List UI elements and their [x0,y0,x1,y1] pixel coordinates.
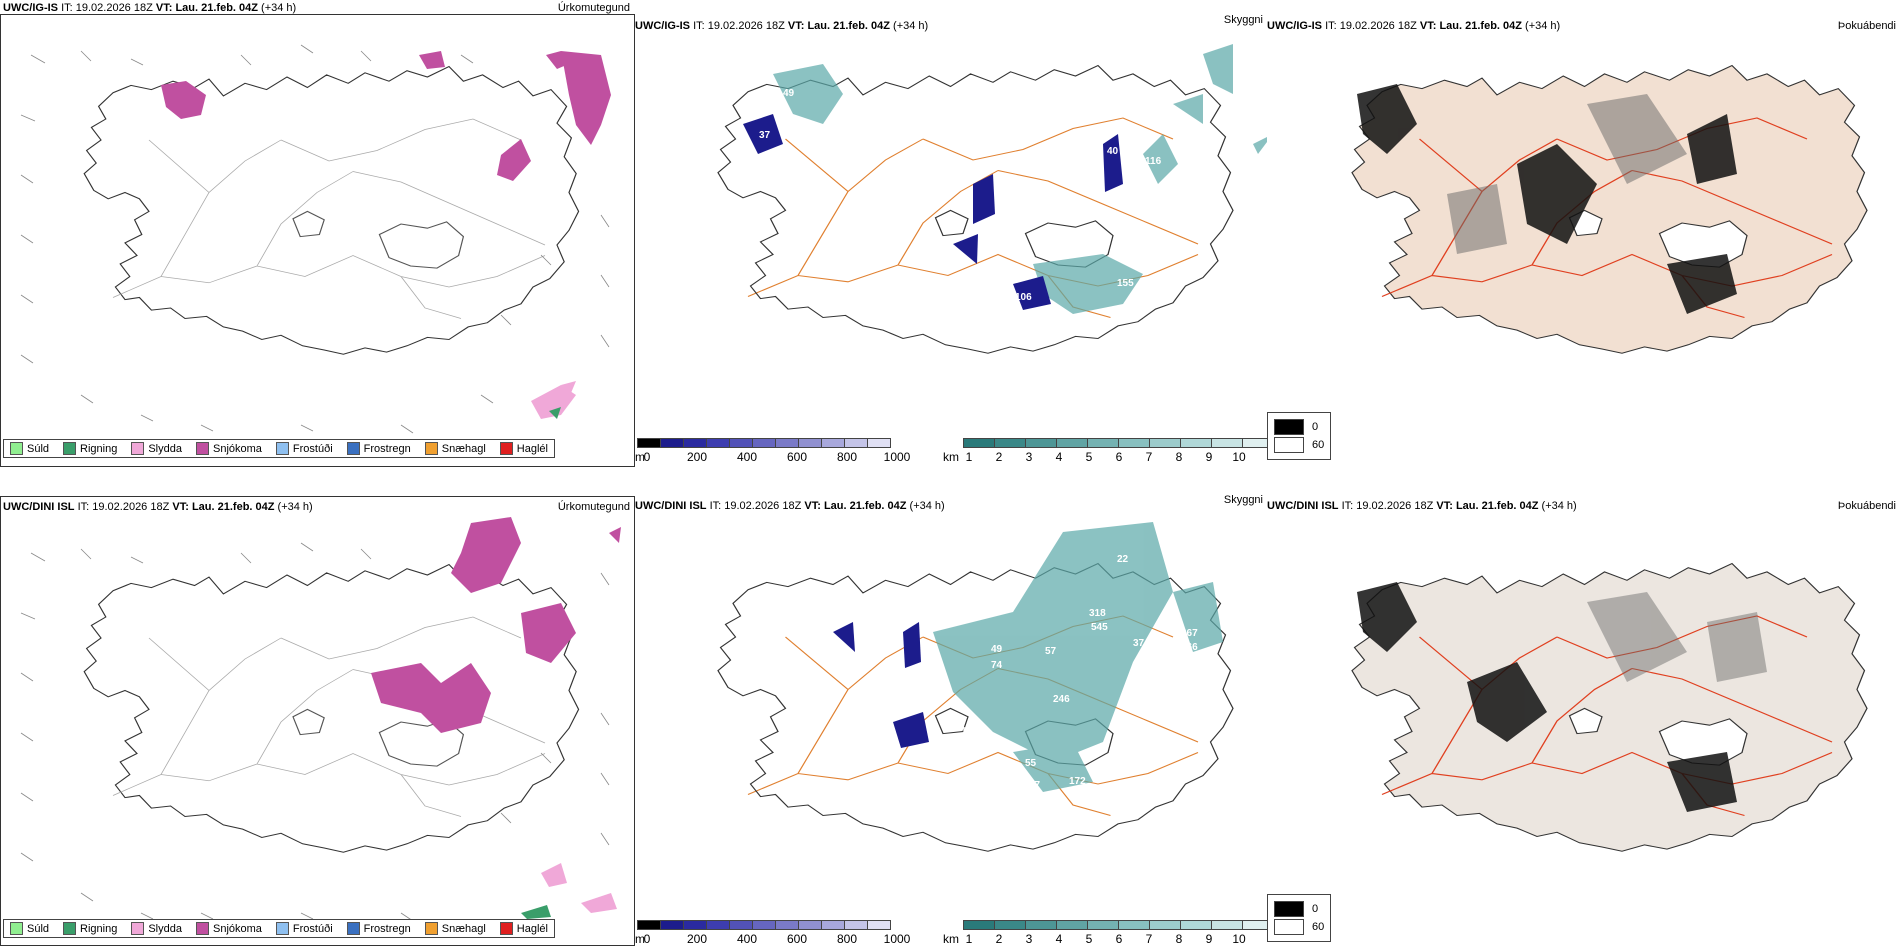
value-label: 318 [1089,608,1106,619]
ceiling-unit: m [635,932,645,946]
value-label: 18 [929,874,941,885]
value-label: 37 [1133,638,1145,649]
value-label: 49 [991,644,1003,655]
value-label: 55 [1025,758,1037,769]
precip-legend-bottom: Súld Rigning Slydda Snjókoma Frostúði Fr… [3,919,555,938]
legend-item: Haglél [499,922,548,935]
low-ceiling-areas [833,622,929,748]
value-label: 667 [1181,628,1198,639]
cloud-map-top: 49 37 40 116 106 155 18 [717,44,1267,395]
precip-map-bottom [20,517,621,922]
value-label: 22 [1117,554,1129,565]
cloud-map-bottom: 22 318 545 37 57 667 266 74 49 10 246 55… [717,522,1234,917]
legend-item: Frostúði [275,442,333,455]
visibility-colorbar-bottom [963,920,1274,930]
value-label: 37 [759,130,771,141]
value-label: 545 [1091,622,1108,633]
visibility-unit: km [943,450,959,464]
lead-time: (+34 h) [261,2,297,14]
ceiling-colorbar-bottom [637,920,891,930]
vt-label: VT: [155,2,173,14]
value-label: 10 [961,726,973,737]
legend-item: Slydda [131,922,182,935]
legend-item: Rigning [63,442,117,455]
value-label: 74 [991,660,1003,671]
vt-value: Lau. 21.feb. 04Z [175,2,258,14]
fog-panel-bottom: UWC/DINI ISL IT: 19.02.2026 18Z VT: Lau.… [1267,496,1900,944]
value-label: 57 [1045,646,1057,657]
precip-panel-top: UWC/IG-IS IT: 19.02.2026 18Z VT: Lau. 21… [0,2,635,467]
low-ceiling-areas [743,114,1123,310]
fog-legend-bottom: 0 60 [1267,894,1332,942]
it-value: 19.02.2026 18Z [75,2,153,14]
value-label: 18 [933,384,945,395]
value-label: 155 [1117,278,1134,289]
snow-areas [161,51,611,181]
fog-map-bottom [1351,562,1868,852]
fog-legend-item: 60 [1274,437,1324,453]
fog-areas [1357,582,1737,812]
visibility-unit: km [943,932,959,946]
low-visibility-areas [773,44,1267,314]
value-label: 49 [783,88,795,99]
value-label: 116 [1145,156,1162,167]
value-label: 266 [1181,642,1198,653]
ceiling-unit: m [635,450,645,464]
sleet-areas [531,381,576,419]
cloud-title: Skyggni [1223,494,1263,506]
model-name: UWC/IG-IS [3,2,58,14]
value-label: 40 [1107,146,1119,157]
cloud-panel-bottom: UWC/DINI ISL IT: 19.02.2026 18Z VT: Lau.… [633,494,1274,946]
precip-header-bottom: UWC/DINI ISL IT: 19.02.2026 18Z VT: Lau.… [3,501,630,513]
value-label: 246 [1053,694,1070,705]
legend-item: Frostúði [275,922,333,935]
low-visibility-areas [933,522,1223,792]
fog-title: Þokuábendi [1837,20,1896,32]
value-label: 57 [1029,780,1041,791]
precip-title: Úrkomutegund [557,501,630,513]
precip-legend-top: Súld Rigning Slydda Snjókoma Frostúði Fr… [3,439,555,458]
legend-item: Slydda [131,442,182,455]
legend-item: Snæhagl [424,922,486,935]
precip-title: Úrkomutegund [557,2,630,14]
wind-barbs [20,44,610,434]
cloud-header-bottom: UWC/DINI ISL IT: 19.02.2026 18Z VT: Lau.… [635,494,1263,512]
precip-panel-bottom: UWC/DINI ISL IT: 19.02.2026 18Z VT: Lau.… [0,496,635,946]
snow-areas [371,517,621,733]
value-label: 37 [1161,906,1173,917]
fog-legend-top: 0 60 [1267,412,1332,460]
cloud-panel-top: UWC/IG-IS IT: 19.02.2026 18Z VT: Lau. 21… [633,14,1274,465]
fog-legend-item: 0 [1274,901,1324,917]
value-label: 172 [1069,776,1086,787]
legend-item: Frostregn [346,442,411,455]
sleet-areas [541,863,617,913]
cloud-title: Skyggni [1223,14,1263,26]
visibility-colorbar-top [963,438,1274,448]
value-label: 106 [1015,292,1032,303]
legend-item: Súld [10,442,49,455]
legend-item: Snjókoma [195,442,262,455]
legend-item: Rigning [63,922,117,935]
fog-header-bottom: UWC/DINI ISL IT: 19.02.2026 18Z VT: Lau.… [1267,500,1896,512]
precip-map-top [20,44,611,434]
fog-legend-item: 60 [1274,919,1324,935]
fog-header-top: UWC/IG-IS IT: 19.02.2026 18Z VT: Lau. 21… [1267,20,1896,32]
wind-barbs [20,542,610,922]
legend-item: Frostregn [346,922,411,935]
legend-item: Súld [10,922,49,935]
fog-map-top [1351,64,1868,354]
legend-item: Haglél [499,442,548,455]
it-label: IT: [61,2,73,14]
cloud-header-top: UWC/IG-IS IT: 19.02.2026 18Z VT: Lau. 21… [635,14,1263,32]
fog-title: Þokuábendi [1837,500,1896,512]
fog-legend-item: 0 [1274,419,1324,435]
fog-areas [1357,84,1737,314]
fog-panel-top: UWC/IG-IS IT: 19.02.2026 18Z VT: Lau. 21… [1267,14,1900,465]
legend-item: Snæhagl [424,442,486,455]
precip-header-top: UWC/IG-IS IT: 19.02.2026 18Z VT: Lau. 21… [3,2,630,14]
ceiling-colorbar-top [637,438,891,448]
legend-item: Snjókoma [195,922,262,935]
